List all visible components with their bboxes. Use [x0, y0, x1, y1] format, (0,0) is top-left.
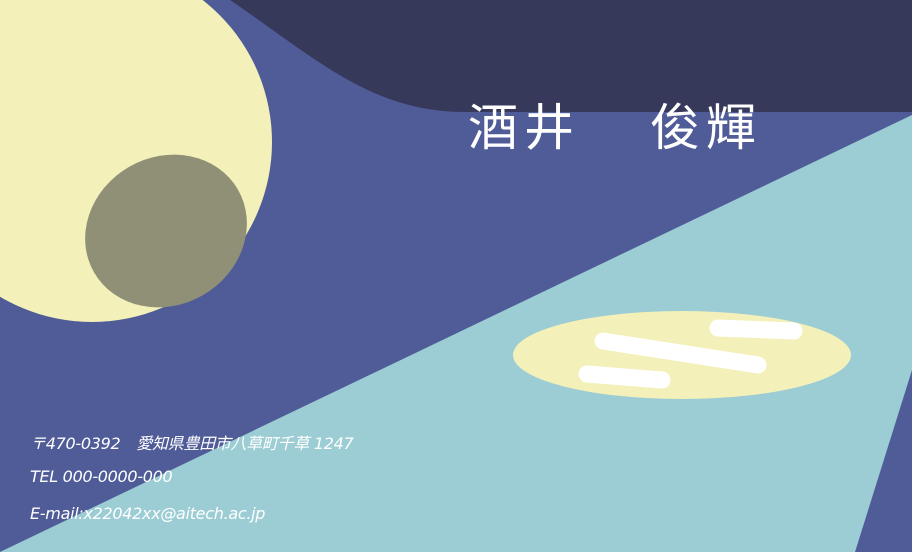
street-address: 愛知県豊田市八草町千草 1247 [136, 434, 354, 453]
moon-crater [85, 154, 247, 308]
navy-corner-shape [230, 0, 912, 112]
postal-code: 〒470-0392 [30, 434, 121, 453]
person-name: 酒井 俊輝 [468, 88, 762, 160]
reflection-stroke-1 [709, 319, 803, 340]
reflection-stroke-2 [594, 332, 767, 374]
light-blue-wedge [0, 115, 912, 552]
given-name: 俊輝 [650, 99, 762, 157]
address-line: 〒470-0392 愛知県豊田市八草町千草 1247 [30, 430, 354, 454]
tel-line: TEL 000-0000-000 [30, 467, 173, 486]
family-name: 酒井 [468, 99, 580, 157]
email-line: E-mail:x22042xx@aitech.ac.jp [30, 504, 266, 523]
reflection-stroke-3 [578, 365, 671, 389]
